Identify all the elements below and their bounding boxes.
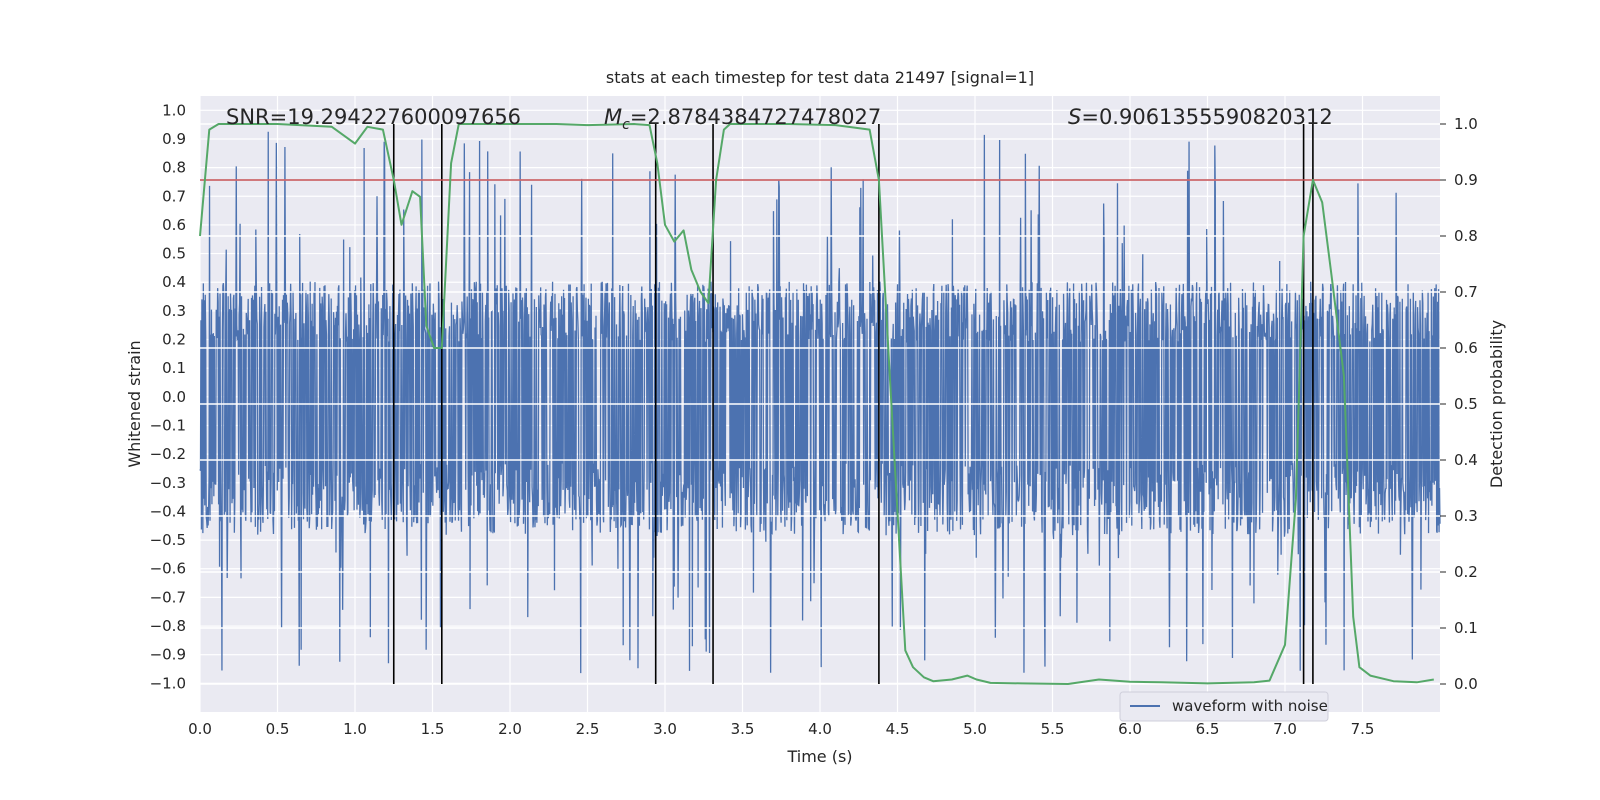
chirp-mass-annotation: Mc=2.8784384727478027	[604, 105, 881, 133]
y-tick-label: −0.6	[150, 560, 186, 578]
y-tick-label: 0.9	[162, 130, 186, 148]
y-tick-label: 0.8	[162, 159, 186, 177]
x-tick-label: 6.0	[1118, 720, 1142, 738]
y-axis-label: Whitened strain	[125, 340, 144, 467]
x-tick-label: 6.5	[1196, 720, 1220, 738]
x-tick-label: 3.5	[731, 720, 755, 738]
detection-probability-line	[199, 123, 1434, 685]
legend-waveform-label: waveform with noise	[1172, 697, 1328, 715]
legend: waveform with noise	[1119, 691, 1329, 722]
y-tick-label: −0.4	[150, 502, 186, 520]
y-tick-label: −1.0	[150, 674, 186, 692]
y-tick-label: −0.5	[150, 531, 186, 549]
x-tick-label: 0.5	[266, 720, 290, 738]
y-tick-label: 0.7	[162, 187, 186, 205]
y-tick-label: 1.0	[162, 101, 186, 119]
chirp-mass-subscript: c	[622, 117, 630, 133]
x-axis-ticks: 0.0 0.5 1.0 1.5 2.0 2.5 3.0 3.5 4.0 4.5 5.0 5.5 6.0 6…	[188, 720, 1374, 738]
y2-tick-label: 0.9	[1454, 171, 1478, 189]
y-tick-label: 0.2	[162, 331, 186, 349]
y2-axis-label: Detection probability	[1487, 320, 1506, 488]
x-tick-label: 2.5	[576, 720, 600, 738]
x-tick-label: 5.0	[963, 720, 987, 738]
y-tick-label: 0.6	[162, 216, 186, 234]
y-tick-label: −0.8	[150, 617, 186, 635]
y-tick-label: 0.0	[162, 388, 186, 406]
x-tick-label: 4.5	[886, 720, 910, 738]
y2-tick-label: 0.7	[1454, 283, 1478, 301]
y-tick-label: 0.5	[162, 245, 186, 263]
x-tick-label: 7.0	[1273, 720, 1297, 738]
y-tick-label: 0.3	[162, 302, 186, 320]
y-tick-label: −0.1	[150, 416, 186, 434]
x-tick-label: 5.5	[1041, 720, 1065, 738]
x-tick-label: 0.0	[188, 720, 212, 738]
chart-title: stats at each timestep for test data 214…	[606, 68, 1034, 87]
y-tick-label: −0.3	[150, 474, 186, 492]
x-axis-label: Time (s)	[786, 747, 852, 766]
x-tick-label: 2.0	[498, 720, 522, 738]
y2-tick-label: 0.1	[1454, 619, 1478, 637]
y-tick-label: 0.4	[162, 273, 186, 291]
significance-value: =0.9061355590820312	[1081, 105, 1332, 129]
y-axis-ticks: 1.0 0.9 0.8 0.7 0.6 0.5 0.4 0.3 0.2 0.1 0.0 −0.1 −0.…	[150, 101, 186, 692]
legend-box	[1119, 691, 1329, 722]
significance-annotation: S=0.9061355590820312	[1068, 105, 1333, 129]
chirp-mass-value: =2.8784384727478027	[630, 105, 881, 129]
x-tick-label: 4.0	[808, 720, 832, 738]
y2-tick-label: 0.2	[1454, 563, 1478, 581]
y-tick-label: −0.7	[150, 588, 186, 606]
x-tick-label: 3.0	[653, 720, 677, 738]
y2-tick-label: 0.3	[1454, 507, 1478, 525]
chirp-mass-symbol: M	[604, 105, 622, 129]
y2-axis-ticks: 1.0 0.9 0.8 0.7 0.6 0.5 0.4 0.3 0.2 0.1 0.0	[1440, 115, 1478, 693]
detection-probability-series	[199, 123, 1434, 685]
y-tick-label: 0.1	[162, 359, 186, 377]
y2-tick-label: 1.0	[1454, 115, 1478, 133]
y2-tick-label: 0.0	[1454, 675, 1478, 693]
y2-tick-label: 0.8	[1454, 227, 1478, 245]
y2-tick-label: 0.6	[1454, 339, 1478, 357]
y2-tick-label: 0.5	[1454, 395, 1478, 413]
y2-tick-label: 0.4	[1454, 451, 1478, 469]
y-tick-label: −0.9	[150, 646, 186, 664]
snr-annotation: SNR=19.294227600097656	[226, 105, 521, 129]
significance-symbol: S	[1068, 105, 1081, 129]
x-tick-label: 7.5	[1351, 720, 1375, 738]
x-tick-label: 1.5	[421, 720, 445, 738]
y-tick-label: −0.2	[150, 445, 186, 463]
x-tick-label: 1.0	[343, 720, 367, 738]
